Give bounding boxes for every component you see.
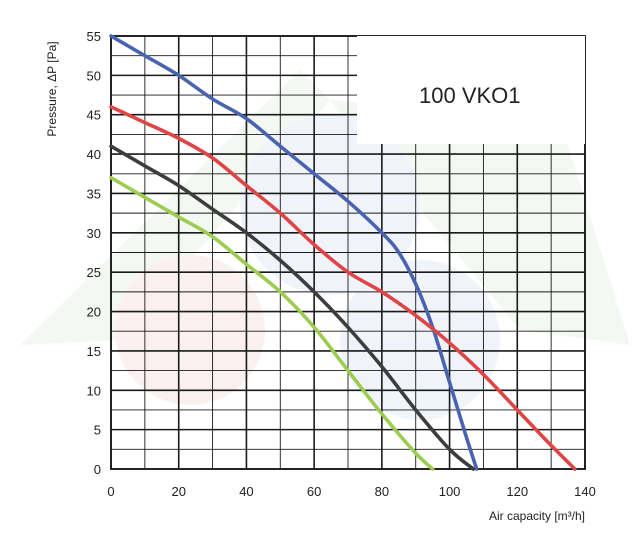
x-tick-label: 80 <box>375 484 389 499</box>
watermark-circle-right <box>340 260 500 420</box>
y-tick-label: 15 <box>87 344 101 359</box>
y-tick-label: 30 <box>87 226 101 241</box>
y-axis-label: Pressure, ΔP [Pa] <box>45 41 59 136</box>
y-tick-label: 25 <box>87 265 101 280</box>
series-curve-4 <box>109 175 435 471</box>
watermark-shape-left <box>20 70 330 345</box>
y-tick-label: 5 <box>94 423 101 438</box>
y-tick-label: 0 <box>94 462 101 477</box>
x-tick-label: 20 <box>171 484 185 499</box>
x-tick-labels: 0 20 40 60 80 100 120 140 <box>107 484 595 499</box>
plot-frame <box>110 35 586 470</box>
x-tick-label: 40 <box>239 484 253 499</box>
series-curve-3 <box>109 144 476 471</box>
y-tick-label: 40 <box>87 147 101 162</box>
x-tick-label: 60 <box>307 484 321 499</box>
y-tick-label: 20 <box>87 305 101 320</box>
x-tick-label: 140 <box>574 484 596 499</box>
legend-box <box>357 36 585 144</box>
y-tick-labels: 0 5 10 15 20 25 30 35 40 45 50 55 <box>87 29 101 477</box>
y-tick-label: 50 <box>87 68 101 83</box>
y-tick-label: 55 <box>87 29 101 44</box>
model-label: 100 VKO1 <box>419 83 521 108</box>
x-tick-label: 100 <box>439 484 461 499</box>
watermark-circle-center <box>240 115 420 295</box>
series-curve-2 <box>109 105 577 471</box>
y-tick-label: 10 <box>87 383 101 398</box>
x-tick-label: 0 <box>107 484 114 499</box>
x-tick-label: 120 <box>506 484 528 499</box>
watermark-circle-left <box>115 255 265 405</box>
watermark <box>20 70 630 420</box>
y-tick-label: 45 <box>87 108 101 123</box>
grid <box>110 35 586 470</box>
curves <box>109 34 577 471</box>
y-tick-label: 35 <box>87 186 101 201</box>
series-curve-1 <box>109 34 479 471</box>
x-axis-label: Air capacity [m³/h] <box>489 509 585 523</box>
